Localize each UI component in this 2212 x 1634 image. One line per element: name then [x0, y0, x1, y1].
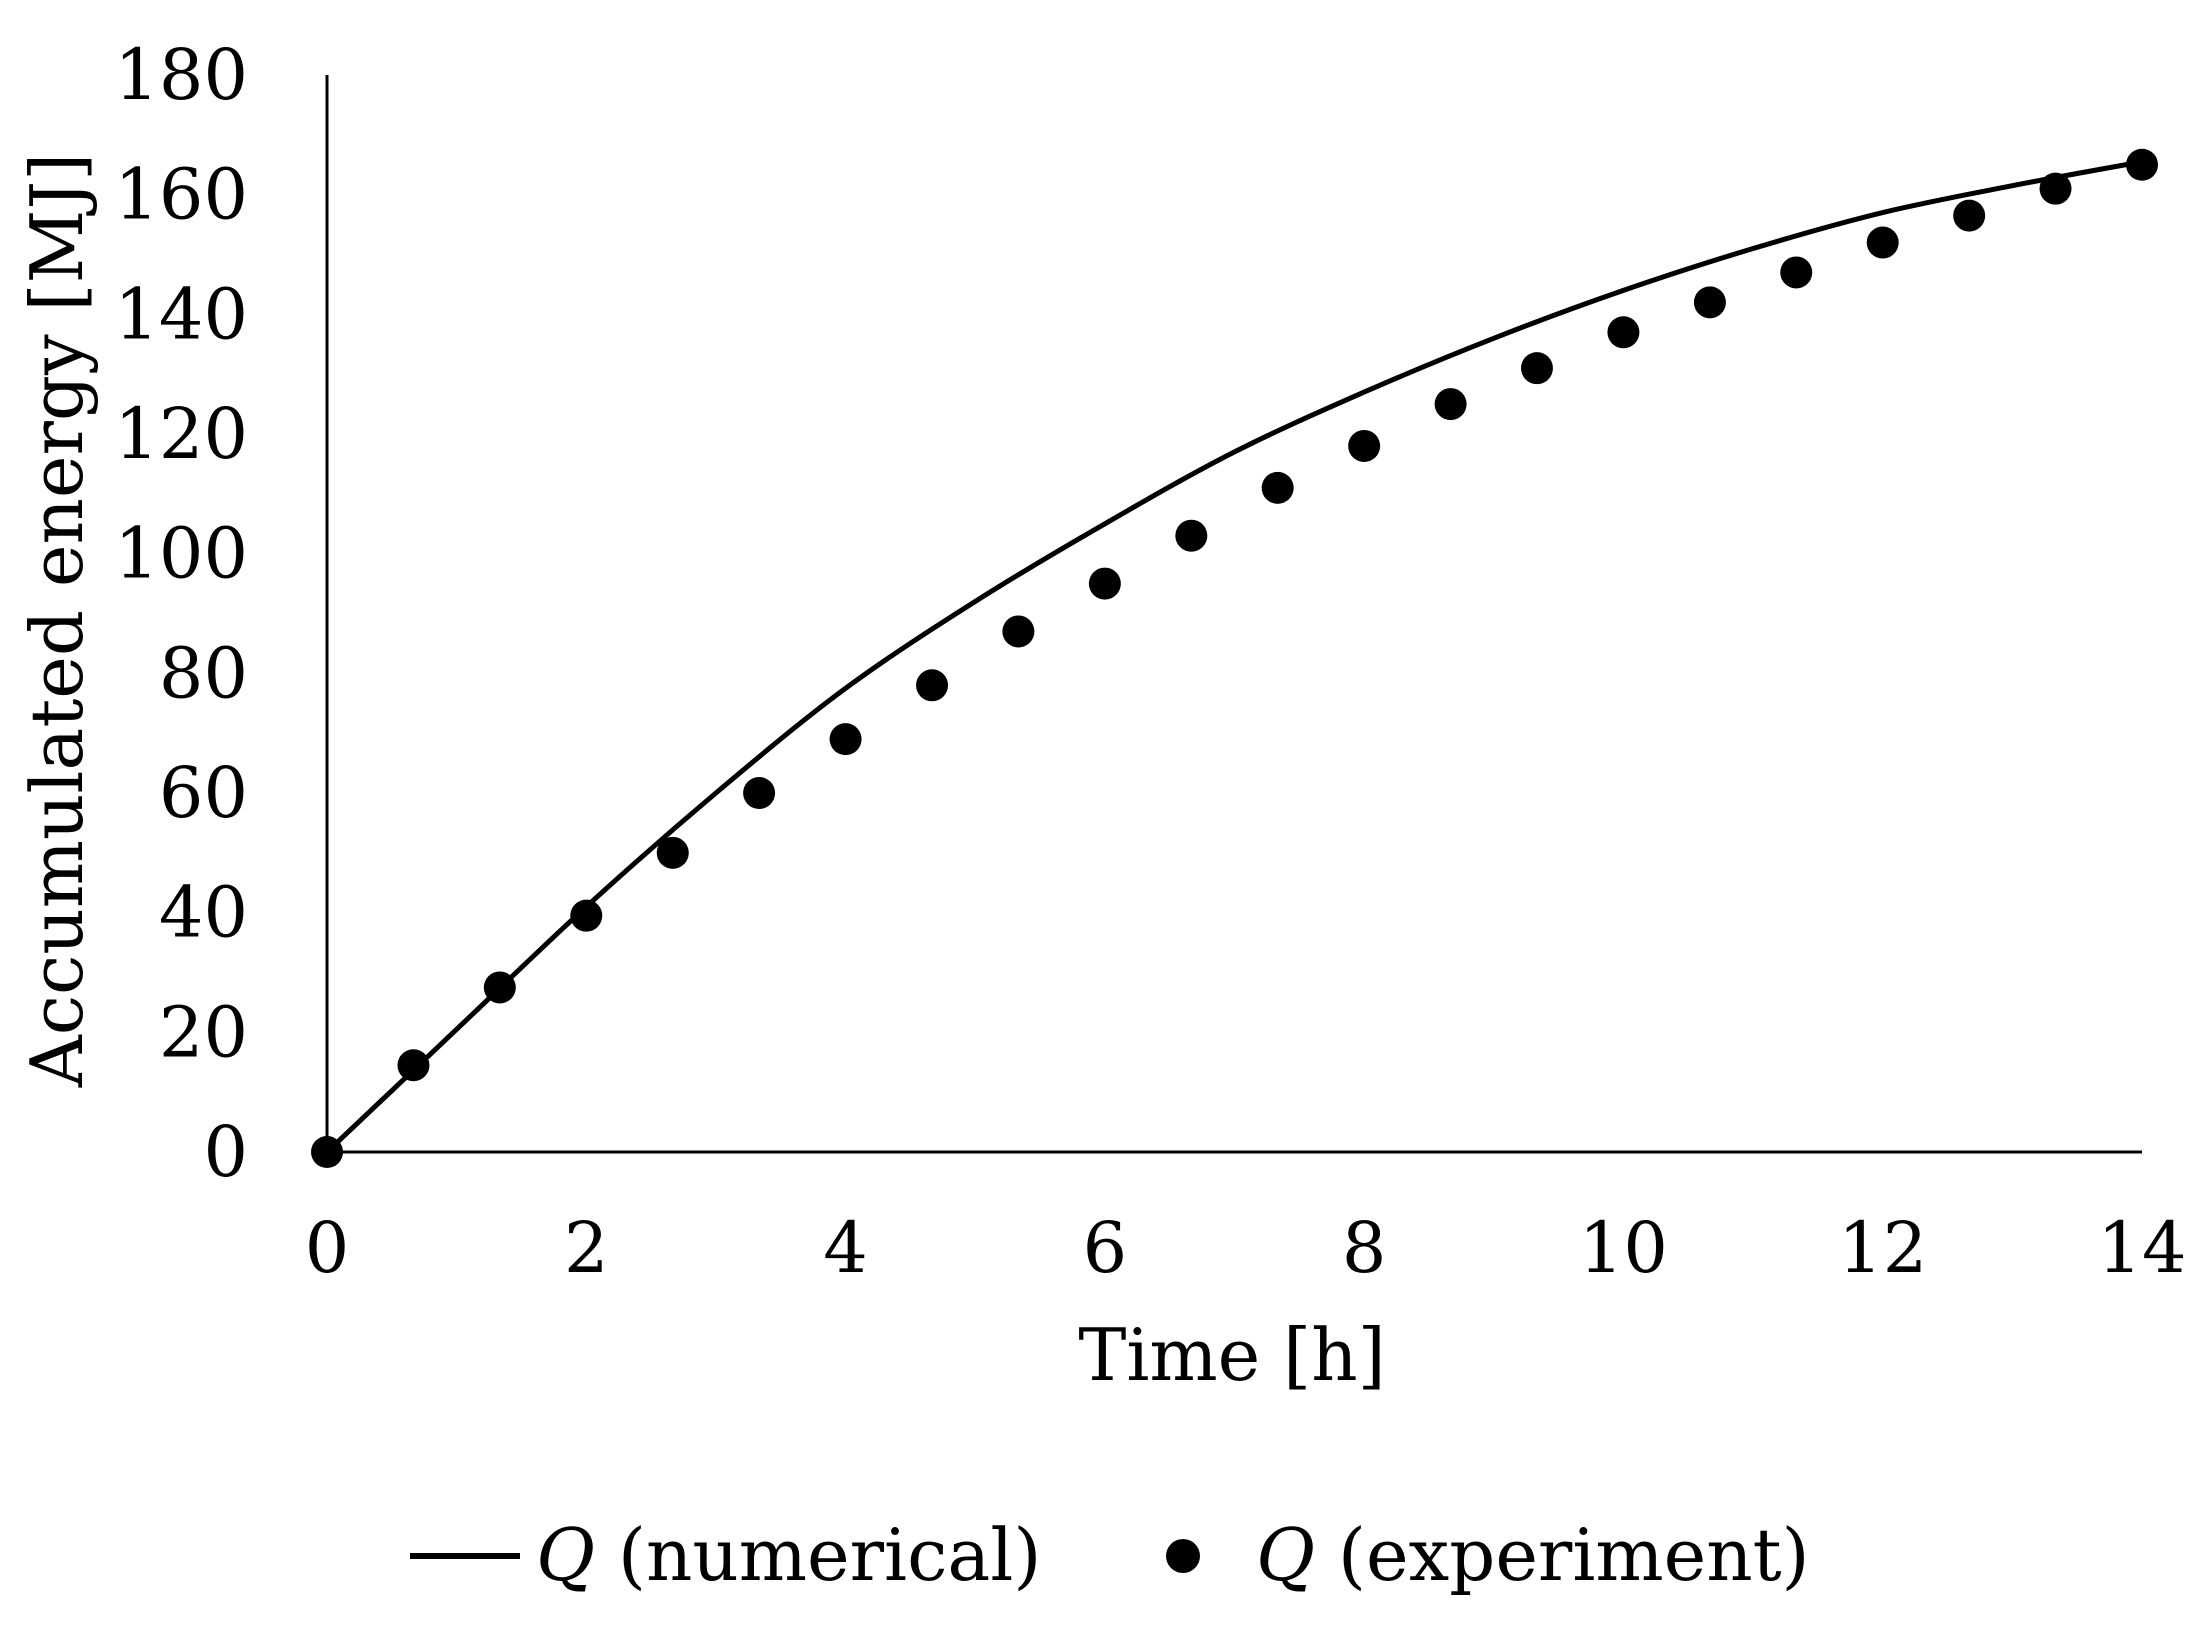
- data-point-experiment: [1348, 429, 1381, 462]
- x-tick-label: 8: [1342, 1207, 1387, 1289]
- data-point-experiment: [1261, 471, 1294, 504]
- data-point-experiment: [1434, 388, 1467, 421]
- data-point-experiment: [1780, 256, 1813, 289]
- y-axis-title: Accumulated energy [MJ]: [15, 153, 99, 1089]
- legend-label-experiment: Q (experiment): [1256, 1513, 1810, 1597]
- data-point-experiment: [2126, 148, 2158, 181]
- x-axis-title: Time [h]: [1078, 1313, 1385, 1397]
- series-line-numerical: [325, 159, 2143, 1154]
- x-tick-label: 0: [305, 1207, 350, 1289]
- data-point-experiment: [1866, 226, 1899, 259]
- y-tick-label: 80: [159, 632, 248, 714]
- data-point-experiment: [2039, 172, 2072, 205]
- y-tick-label: 140: [114, 273, 248, 355]
- data-point-experiment: [1693, 286, 1726, 319]
- legend-symbol-numerical: Q: [536, 1513, 595, 1597]
- y-tick-label: 100: [114, 513, 248, 595]
- legend-label-numerical: Q (numerical): [536, 1513, 1041, 1597]
- x-tick-label: 10: [1579, 1207, 1668, 1289]
- data-point-experiment: [743, 777, 776, 809]
- legend: Q (numerical) Q (experiment): [410, 1513, 1810, 1597]
- y-tick-label: 180: [114, 34, 248, 116]
- y-tick-label: 160: [114, 154, 248, 236]
- x-tick-label: 2: [564, 1207, 609, 1289]
- y-tick-label: 20: [159, 991, 248, 1073]
- data-point-experiment: [1175, 519, 1208, 552]
- y-axis-ticks: 0 20 40 60 80 100 120 140 160 180: [114, 34, 248, 1193]
- data-point-experiment: [570, 899, 603, 932]
- x-axis-ticks: 0 2 4 6 8 10 12 14: [305, 1207, 2187, 1289]
- legend-marker-swatch: [1166, 1539, 1200, 1573]
- data-point-experiment: [1607, 316, 1640, 349]
- x-tick-label: 4: [823, 1207, 868, 1289]
- y-tick-label: 120: [114, 393, 248, 475]
- plot-area: [311, 75, 2158, 1168]
- x-tick-label: 12: [1838, 1207, 1927, 1289]
- legend-suffix-experiment: (experiment): [1315, 1513, 1810, 1597]
- x-tick-label: 6: [1083, 1207, 1128, 1289]
- x-tick-label: 14: [2097, 1207, 2186, 1289]
- legend-symbol-experiment: Q: [1256, 1513, 1315, 1597]
- data-point-experiment: [311, 1136, 343, 1168]
- y-tick-label: 0: [203, 1111, 248, 1193]
- data-point-experiment: [1002, 615, 1035, 648]
- data-point-experiment: [916, 669, 949, 702]
- data-point-experiment: [1520, 352, 1553, 385]
- data-point-experiment: [829, 723, 862, 756]
- data-point-experiment: [397, 1049, 430, 1082]
- y-tick-label: 60: [159, 752, 248, 834]
- y-tick-label: 40: [159, 872, 248, 954]
- data-point-experiment: [656, 836, 689, 869]
- data-point-experiment: [483, 971, 516, 1004]
- data-point-experiment: [1953, 199, 1986, 232]
- legend-suffix-numerical: (numerical): [595, 1513, 1041, 1597]
- data-point-experiment: [1088, 567, 1121, 600]
